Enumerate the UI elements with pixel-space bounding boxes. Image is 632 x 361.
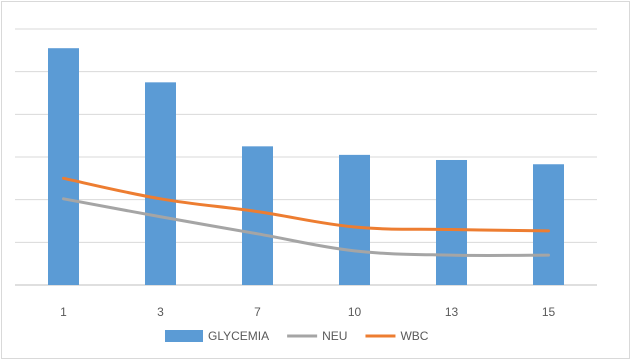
bar-glycemia-13 bbox=[436, 159, 467, 285]
bar-glycemia-3 bbox=[145, 82, 176, 285]
line-series bbox=[62, 176, 550, 257]
x-tick-label: 7 bbox=[254, 305, 261, 319]
x-axis-ticks: 1 3 7 10 13 15 bbox=[60, 305, 555, 319]
x-tick-label: 15 bbox=[542, 305, 556, 319]
x-tick-label: 3 bbox=[157, 305, 164, 319]
gridlines bbox=[15, 28, 597, 286]
x-tick-label: 13 bbox=[445, 305, 459, 319]
legend-label-wbc: WBC bbox=[400, 329, 428, 343]
bar-glycemia-7 bbox=[242, 146, 273, 285]
line-wbc bbox=[62, 176, 550, 233]
legend-label-neu: NEU bbox=[322, 329, 347, 343]
bar-series bbox=[48, 48, 564, 286]
legend-label-glycemia: GLYCEMIA bbox=[208, 329, 269, 343]
x-tick-label: 1 bbox=[60, 305, 67, 319]
bar-glycemia-15 bbox=[533, 164, 564, 285]
legend-swatch-glycemia bbox=[165, 330, 203, 342]
line-neu bbox=[62, 197, 550, 257]
x-tick-label: 10 bbox=[348, 305, 362, 319]
bar-glycemia-1 bbox=[48, 48, 79, 286]
legend: GLYCEMIA NEU WBC bbox=[165, 329, 429, 343]
bar-glycemia-10 bbox=[339, 154, 370, 285]
